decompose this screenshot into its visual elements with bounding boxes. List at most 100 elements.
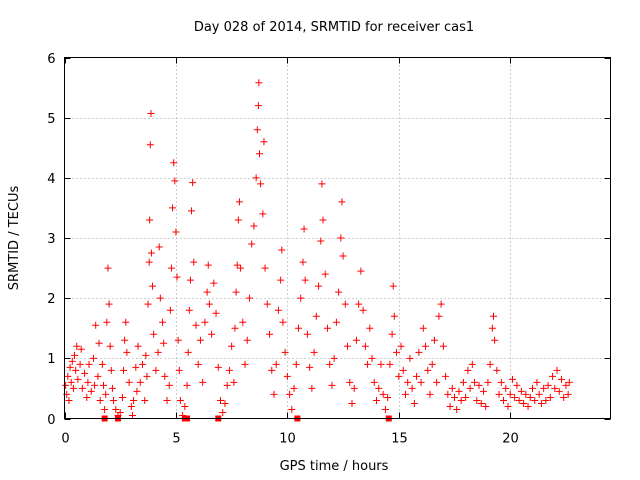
y-tick-label: 5 (47, 112, 55, 127)
data-point (74, 375, 82, 383)
data-point (390, 312, 398, 320)
data-point (404, 378, 412, 386)
data-point (381, 405, 389, 413)
data-point (256, 150, 263, 158)
data-point (81, 369, 89, 377)
data-point (419, 324, 427, 332)
data-point (286, 390, 294, 398)
data-point (95, 339, 103, 347)
data-point (355, 300, 363, 308)
y-tick-label: 3 (47, 232, 55, 247)
data-point (493, 366, 501, 374)
y-tick-label: 0 (47, 413, 55, 428)
data-point (426, 390, 434, 398)
data-point (466, 384, 474, 392)
data-point (223, 381, 231, 389)
data-point (103, 318, 111, 326)
data-point (141, 396, 149, 404)
data-point (94, 372, 102, 380)
data-point (484, 378, 492, 386)
data-point (471, 378, 479, 386)
data-point (488, 324, 496, 332)
data-point (565, 378, 573, 386)
data-point (235, 198, 243, 206)
tick-labels: 0 1 2 3 4 5 6 0 5 10 15 20 (47, 52, 519, 447)
x-tick-label: 0 (61, 432, 69, 447)
data-point (446, 402, 454, 410)
data-point (122, 318, 130, 326)
data-point (105, 300, 113, 308)
data-point (272, 360, 280, 368)
data-point (188, 207, 196, 215)
data-point (250, 222, 258, 230)
data-point (335, 288, 343, 296)
data-point (502, 384, 510, 392)
data-point (448, 384, 456, 392)
data-point (217, 396, 224, 404)
data-point (147, 249, 155, 257)
data-point (259, 210, 267, 218)
data-point (184, 348, 192, 356)
y-tick-label: 4 (47, 172, 55, 187)
data-point (83, 393, 91, 401)
data-point (159, 318, 167, 326)
data-point (260, 138, 268, 146)
data-point (232, 288, 240, 296)
data-point (337, 234, 345, 242)
data-point (161, 372, 169, 380)
data-point (533, 378, 541, 386)
data-point (357, 267, 365, 275)
data-point (154, 348, 162, 356)
data-point (77, 345, 85, 353)
data-point (69, 384, 77, 392)
data-point (417, 378, 425, 386)
data-point (457, 396, 465, 404)
data-point (152, 366, 160, 374)
data-point (477, 399, 485, 407)
data-points (62, 79, 573, 422)
data-point (551, 384, 559, 392)
axis-ticks (64, 57, 611, 420)
data-point (128, 411, 136, 419)
data-point (136, 378, 144, 386)
data-point (167, 264, 175, 272)
data-point (186, 276, 194, 284)
data-point (248, 240, 256, 248)
data-point (522, 390, 530, 398)
data-point (225, 366, 233, 374)
data-point (257, 180, 265, 188)
data-point (146, 216, 154, 224)
data-point (564, 390, 572, 398)
data-point (508, 375, 516, 383)
data-point (185, 306, 193, 314)
data-point (562, 381, 570, 389)
data-point (546, 393, 554, 401)
data-point (479, 387, 487, 395)
data-point (515, 396, 523, 404)
data-point (540, 384, 548, 392)
x-tick-label: 20 (502, 432, 519, 447)
data-point (486, 360, 494, 368)
data-point (268, 366, 276, 374)
data-point (288, 405, 296, 413)
data-point (318, 180, 326, 188)
data-point (205, 300, 213, 308)
data-point (338, 198, 346, 206)
data-point (196, 336, 204, 344)
data-point (513, 381, 521, 389)
data-point (379, 390, 387, 398)
data-point (163, 396, 171, 404)
data-point (85, 360, 93, 368)
data-point (384, 393, 392, 401)
data-point (98, 360, 106, 368)
data-point (352, 336, 360, 344)
data-point (281, 348, 289, 356)
data-point (189, 179, 197, 187)
data-point (500, 396, 508, 404)
data-point (428, 360, 436, 368)
data-point (377, 360, 385, 368)
data-point (190, 258, 198, 266)
data-point (306, 363, 314, 371)
data-point (68, 357, 76, 365)
data-point (253, 126, 261, 134)
